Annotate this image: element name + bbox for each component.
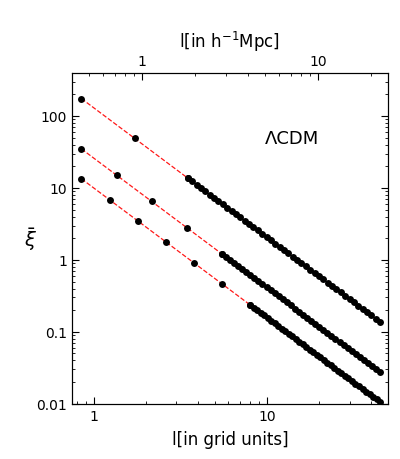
X-axis label: l[in grid units]: l[in grid units] — [172, 430, 288, 448]
Text: ΛCDM: ΛCDM — [265, 129, 319, 147]
X-axis label: l[in h$^{-1}$Mpc]: l[in h$^{-1}$Mpc] — [180, 30, 280, 54]
Y-axis label: $\bar{\xi}$: $\bar{\xi}$ — [24, 225, 37, 252]
